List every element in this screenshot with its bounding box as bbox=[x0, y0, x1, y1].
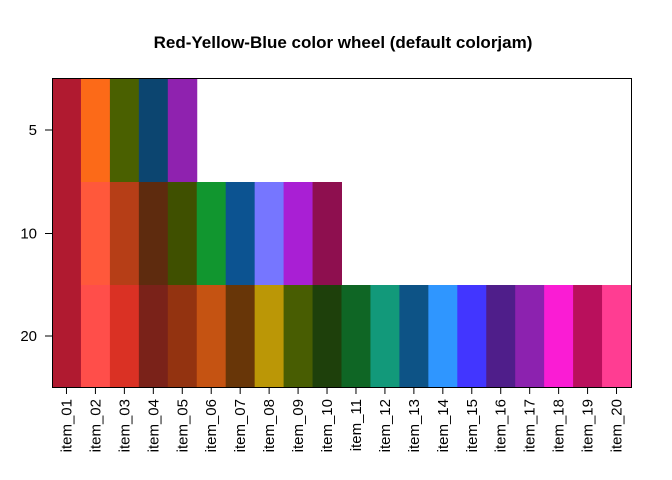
cell-n20-15 bbox=[457, 285, 487, 387]
x-tick-label-item_10: item_10 bbox=[319, 399, 336, 452]
cell-n5-3 bbox=[109, 78, 140, 182]
x-tick-label-item_20: item_20 bbox=[609, 399, 626, 452]
cell-n20-9 bbox=[283, 285, 314, 387]
x-tick-label-item_11: item_11 bbox=[348, 399, 365, 451]
cell-n10-10 bbox=[312, 182, 342, 285]
cell-n10-7 bbox=[225, 182, 256, 285]
cell-n20-5 bbox=[167, 285, 198, 387]
cell-n20-7 bbox=[225, 285, 256, 387]
cell-n10-1 bbox=[52, 182, 82, 285]
cell-n20-19 bbox=[573, 285, 603, 387]
x-tick-label-item_04: item_04 bbox=[145, 399, 162, 452]
x-tick-label-item_12: item_12 bbox=[377, 399, 394, 452]
cell-n10-4 bbox=[138, 182, 169, 285]
cell-n10-6 bbox=[196, 182, 227, 285]
cell-n20-12 bbox=[370, 285, 400, 387]
cell-n5-2 bbox=[80, 78, 111, 182]
x-tick-label-item_05: item_05 bbox=[174, 399, 191, 452]
x-tick-label-item_08: item_08 bbox=[261, 399, 278, 452]
y-tick-label-10: 10 bbox=[20, 226, 37, 243]
y-tick-label-20: 20 bbox=[20, 328, 37, 345]
cell-n20-18 bbox=[544, 285, 574, 387]
x-tick-label-item_07: item_07 bbox=[232, 399, 249, 452]
cell-n20-8 bbox=[254, 285, 285, 387]
cell-n10-9 bbox=[283, 182, 314, 285]
plot-frame bbox=[52, 78, 632, 388]
heatmap-cells bbox=[52, 78, 632, 387]
cell-n10-2 bbox=[80, 182, 111, 285]
cell-n20-16 bbox=[486, 285, 516, 387]
cell-n20-2 bbox=[80, 285, 111, 387]
x-tick-label-item_14: item_14 bbox=[435, 399, 452, 452]
x-tick-label-item_06: item_06 bbox=[203, 399, 220, 452]
cell-n5-1 bbox=[52, 78, 82, 182]
x-tick-label-item_19: item_19 bbox=[580, 399, 597, 452]
cell-n20-6 bbox=[196, 285, 227, 387]
cell-n5-5 bbox=[167, 78, 198, 182]
x-tick-label-item_18: item_18 bbox=[551, 399, 568, 452]
x-tick-label-item_02: item_02 bbox=[87, 399, 104, 452]
y-tick-label-5: 5 bbox=[29, 122, 37, 139]
y-axis: 5 10 20 bbox=[20, 122, 52, 345]
x-axis: item_01 item_02 item_03 item_04 item_05 item_… bbox=[58, 387, 626, 452]
x-tick-label-item_15: item_15 bbox=[464, 399, 481, 452]
cell-n10-5 bbox=[167, 182, 198, 285]
cell-n20-3 bbox=[109, 285, 140, 387]
cell-n20-4 bbox=[138, 285, 169, 387]
cell-n20-17 bbox=[515, 285, 545, 387]
x-tick-label-item_17: item_17 bbox=[522, 399, 539, 452]
cell-n10-3 bbox=[109, 182, 140, 285]
cell-n20-11 bbox=[341, 285, 371, 387]
cell-n10-8 bbox=[254, 182, 285, 285]
cell-n20-1 bbox=[52, 285, 82, 387]
x-tick-label-item_03: item_03 bbox=[116, 399, 133, 452]
chart-title: Red-Yellow-Blue color wheel (default col… bbox=[154, 33, 533, 52]
cell-n20-13 bbox=[399, 285, 429, 387]
x-tick-label-item_09: item_09 bbox=[290, 399, 307, 452]
x-tick-label-item_13: item_13 bbox=[406, 399, 423, 452]
cell-n20-20 bbox=[602, 285, 632, 387]
x-tick-label-item_01: item_01 bbox=[58, 399, 75, 452]
cell-n20-14 bbox=[428, 285, 458, 387]
x-tick-label-item_16: item_16 bbox=[493, 399, 510, 452]
cell-n5-4 bbox=[138, 78, 169, 182]
cell-n20-10 bbox=[312, 285, 342, 387]
